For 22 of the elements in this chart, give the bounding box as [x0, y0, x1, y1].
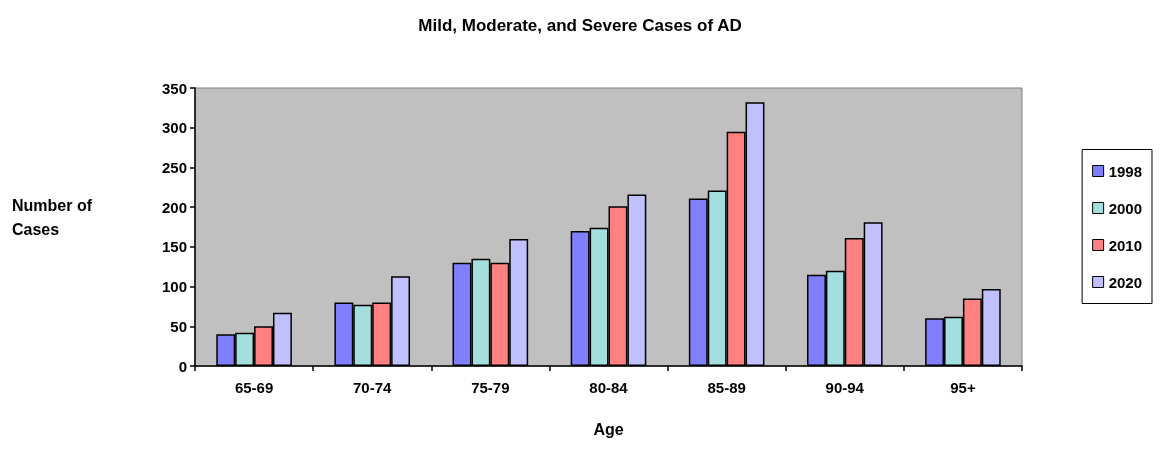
- legend-label: 2020: [1108, 273, 1143, 291]
- legend-label: 1998: [1108, 162, 1143, 180]
- y-tick-label: 350: [161, 79, 187, 97]
- x-tick-label: 85-89: [707, 379, 746, 396]
- y-tick-label: 100: [161, 278, 187, 296]
- y-tick-label: 150: [161, 238, 187, 256]
- legend-label: 2000: [1108, 199, 1143, 217]
- y-axis-title: Number of Cases: [12, 196, 93, 238]
- x-tick-label: 75-79: [471, 379, 510, 396]
- chart-title: Mild, Moderate, and Severe Cases of AD: [418, 16, 742, 35]
- x-axis-title: Age: [593, 420, 624, 438]
- y-tick-label: 0: [178, 357, 187, 375]
- y-tick-label: 300: [161, 119, 187, 137]
- x-tick-label: 95+: [950, 379, 976, 396]
- y-tick-label: 250: [161, 158, 187, 176]
- x-tick-label: 90-94: [825, 379, 865, 396]
- y-tick-label: 200: [161, 198, 187, 216]
- x-tick-label: 65-69: [234, 379, 274, 396]
- legend-label: 2010: [1108, 236, 1143, 254]
- x-tick-label: 80-84: [589, 379, 629, 396]
- x-tick-label: 70-74: [353, 379, 393, 396]
- y-tick-label: 50: [170, 317, 187, 335]
